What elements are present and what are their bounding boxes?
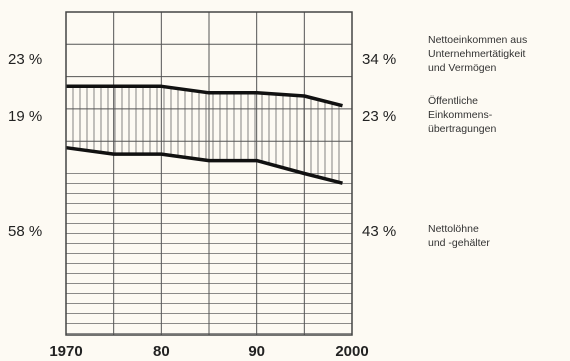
right-label-middle: 23 % xyxy=(362,108,396,125)
legend-entrepreneurial-line-1: Nettoeinkommen aus xyxy=(428,34,527,46)
left-label-middle: 19 % xyxy=(8,108,42,125)
legend-transfers-line-3: übertragungen xyxy=(428,123,496,135)
legend-entrepreneurial-line-2: Unternehmertätigkeit xyxy=(428,48,526,60)
x-tick-label: 1970 xyxy=(49,343,82,360)
series-lines xyxy=(65,84,343,185)
legend-transfers-line-1: Öffentliche xyxy=(428,95,478,107)
right-label-bottom: 43 % xyxy=(362,223,396,240)
left-label-bottom: 58 % xyxy=(8,223,42,240)
right-label-top: 34 % xyxy=(362,51,396,68)
x-axis-ticks: 1970 80 90 2000 xyxy=(49,343,368,360)
series-line-transfers-top xyxy=(66,84,343,108)
legend-wages-line-2: und -gehälter xyxy=(428,237,490,249)
series-line-wages-top xyxy=(65,145,343,185)
left-label-top: 23 % xyxy=(8,51,42,68)
x-tick-label: 80 xyxy=(153,343,170,360)
plot-frame xyxy=(65,11,353,336)
x-tick-label: 2000 xyxy=(335,343,368,360)
legend-entrepreneurial-line-3: und Vermögen xyxy=(428,62,496,74)
x-tick-label: 90 xyxy=(248,343,265,360)
legend-wages-line-1: Nettolöhne xyxy=(428,223,479,235)
legend-transfers-line-2: Einkommens- xyxy=(428,109,493,121)
